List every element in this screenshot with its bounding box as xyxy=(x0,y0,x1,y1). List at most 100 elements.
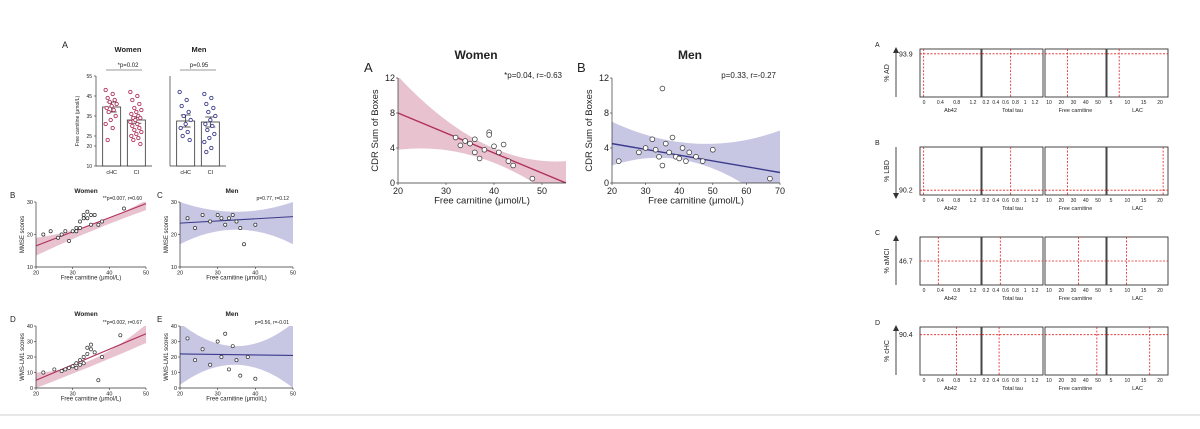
data-point xyxy=(230,213,235,217)
data-point xyxy=(59,369,64,373)
data-point xyxy=(659,85,666,92)
statistics-label: **p=0.002, r=0.67 xyxy=(103,320,142,326)
column-tick-label: 0.4 xyxy=(992,198,999,204)
panel-letter: B xyxy=(577,60,586,75)
y-tick-label: 40 xyxy=(171,324,177,330)
data-point xyxy=(63,229,68,234)
data-point xyxy=(179,103,184,109)
profile-box xyxy=(981,326,1044,376)
data-point xyxy=(213,113,218,119)
data-point xyxy=(81,213,86,217)
y-axis-label: WMS-LM1 scores xyxy=(20,333,26,381)
column-tick-label: 30 xyxy=(1071,288,1077,294)
data-point xyxy=(130,123,135,129)
data-point xyxy=(666,149,672,156)
column-tick-label: 0.6 xyxy=(1002,378,1009,384)
column-tick-label: 10 xyxy=(1046,378,1052,384)
column-label: Free carnitine xyxy=(1059,386,1093,392)
data-point xyxy=(78,358,82,363)
data-point xyxy=(129,111,134,117)
data-point xyxy=(649,136,656,143)
column-tick-label: 0.4 xyxy=(937,378,944,384)
x-tick-label: 30 xyxy=(70,271,76,277)
profile-box xyxy=(1044,326,1107,376)
row-value: 90.2 xyxy=(899,188,913,195)
data-point xyxy=(238,226,243,230)
data-point xyxy=(238,373,243,378)
x-axis-label: Free carnitine (μmol/L) xyxy=(648,196,744,207)
data-point xyxy=(132,127,137,133)
data-point xyxy=(96,378,101,383)
data-point xyxy=(234,219,239,224)
column-tick-label: 30 xyxy=(1071,378,1077,384)
x-tick-label: 50 xyxy=(708,186,718,196)
column-tick-label: 0.6 xyxy=(1002,288,1009,294)
column-tick-label: 30 xyxy=(1071,198,1077,204)
data-point xyxy=(133,117,138,123)
confidence-band xyxy=(36,202,146,256)
data-point xyxy=(205,127,210,133)
row-value: 46.7 xyxy=(899,259,913,266)
column-tick-label: 0.6 xyxy=(1002,100,1009,106)
y-tick-label: 20 xyxy=(171,232,177,238)
column-tick-label: 20 xyxy=(1058,378,1064,384)
profile-box xyxy=(1044,146,1107,196)
y-axis-label: CDR Sum of Boxes xyxy=(370,89,381,172)
regression-line xyxy=(398,112,566,183)
data-point xyxy=(200,347,205,352)
profile-box xyxy=(1106,326,1169,376)
x-axis-label: Free carnitine (μmol/L) xyxy=(206,276,266,282)
y-tick-label: 12 xyxy=(599,73,609,83)
data-point xyxy=(181,113,186,119)
x-tick-label: 70 xyxy=(775,186,785,196)
data-point xyxy=(138,141,143,147)
profile-box xyxy=(919,48,982,98)
column-tick-label: 20 xyxy=(1157,288,1163,294)
data-point xyxy=(105,95,110,101)
data-point xyxy=(204,149,209,155)
row-value: 90.4 xyxy=(899,332,913,339)
chart-title: Women xyxy=(454,48,497,62)
panel-letter: A xyxy=(875,42,880,49)
x-axis-label: Free carnitine (μmol/L) xyxy=(434,196,530,207)
profile-box xyxy=(981,48,1044,98)
data-point xyxy=(128,89,133,95)
data-point xyxy=(85,209,90,214)
column-tick-label: 0 xyxy=(923,288,926,294)
data-point xyxy=(223,331,228,336)
profile-box xyxy=(981,146,1044,196)
data-point xyxy=(67,239,71,243)
column-tick-label: 0 xyxy=(923,378,926,384)
data-point xyxy=(215,339,220,344)
data-point xyxy=(70,364,75,369)
statistics-label: p=0.56, r=-0.01 xyxy=(255,320,289,326)
data-point xyxy=(59,232,64,237)
data-point xyxy=(203,121,208,127)
data-point xyxy=(134,131,139,137)
data-point xyxy=(89,342,93,347)
y-tick-label: 20 xyxy=(27,355,33,361)
column-tick-label: 15 xyxy=(1141,100,1147,106)
data-point xyxy=(114,101,119,107)
column-tick-label: 0.4 xyxy=(937,100,944,106)
column-tick-label: 20 xyxy=(1157,100,1163,106)
chart-title: Men xyxy=(226,311,239,318)
category-label: CI xyxy=(208,170,214,176)
data-point xyxy=(135,121,140,127)
x-tick-label: 60 xyxy=(741,186,751,196)
data-point xyxy=(41,232,46,237)
y-axis-label: CDR Sum of Boxes xyxy=(584,89,595,172)
column-tick-label: 5 xyxy=(1110,198,1113,204)
data-point xyxy=(193,358,198,363)
chart-title: Men xyxy=(192,45,207,54)
regression-line xyxy=(180,353,293,356)
data-point xyxy=(185,129,190,135)
column-tick-label: 15 xyxy=(1141,198,1147,204)
y-tick-label: 4 xyxy=(390,143,395,153)
data-point xyxy=(188,117,193,123)
scatter-cdr-men: 20 30 40 50 60 70 0 4 8 12 Free carnitine (μmol/L)… xyxy=(577,48,785,207)
data-point xyxy=(652,147,659,153)
data-point xyxy=(129,133,134,139)
data-point xyxy=(472,136,478,143)
